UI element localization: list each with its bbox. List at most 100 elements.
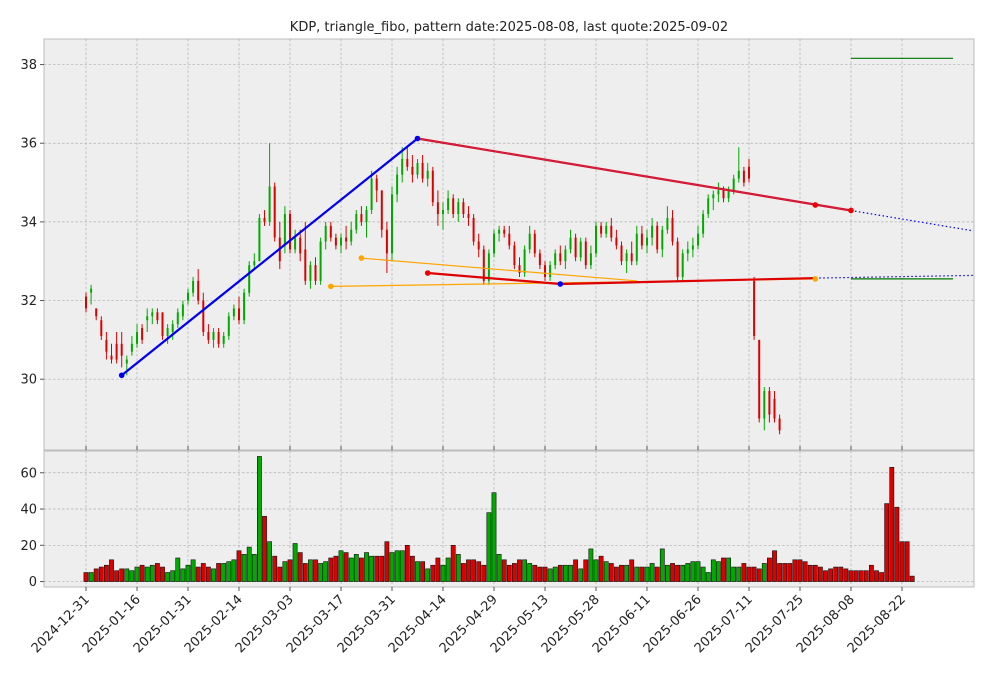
candle-body (324, 225, 327, 242)
volume-bar (879, 572, 884, 582)
volume-bar (287, 559, 293, 582)
pivot-marker (328, 283, 334, 290)
volume-bar (807, 564, 813, 582)
candle-body (360, 214, 363, 222)
candle-body (717, 190, 720, 195)
volume-bar (874, 570, 879, 582)
volume-bar (185, 564, 191, 582)
candle-body (574, 237, 577, 258)
volume-bar (460, 563, 466, 582)
volume-bar (491, 492, 497, 582)
volume-bar (761, 563, 767, 582)
candle-body (447, 198, 450, 211)
candle-body (161, 312, 164, 336)
candle-body (768, 391, 771, 415)
candle-body (569, 237, 572, 250)
volume-bar (511, 563, 517, 582)
volume-bar (532, 564, 538, 582)
volume-bar (797, 559, 803, 582)
candle-body (778, 418, 781, 431)
volume-bar (195, 566, 201, 582)
candle-body (646, 237, 648, 246)
pivot-marker (118, 372, 125, 379)
candle-body (340, 237, 342, 246)
volume-bar (833, 566, 839, 582)
volume-bar (884, 503, 890, 582)
volume-bar (578, 568, 584, 582)
volume-bar (236, 550, 242, 582)
candle-body (345, 237, 348, 242)
volume-bars (83, 456, 915, 582)
volume-bar (848, 570, 854, 582)
candle-body (243, 292, 246, 321)
candle-body (472, 217, 475, 242)
volume-bar (440, 564, 446, 582)
volume-panel-background (43, 450, 975, 588)
volume-bar (394, 550, 400, 582)
candle-body (115, 343, 118, 360)
pivot-points (118, 135, 854, 379)
volume-bar (792, 559, 798, 582)
candle-body (477, 241, 480, 250)
price-tick-label: 30 (20, 373, 37, 388)
volume-bar (863, 570, 869, 582)
volume-bar (318, 563, 323, 582)
candle-body (299, 237, 302, 254)
volume-bar (348, 557, 354, 582)
volume-bar (802, 561, 808, 582)
candle-body (518, 265, 521, 274)
candle-body (595, 225, 597, 254)
candle-body (141, 328, 144, 340)
candle-body (263, 217, 266, 222)
candle-body (85, 296, 87, 309)
volume-bar (889, 467, 895, 582)
candle-body (217, 332, 220, 344)
price-y-axis: 30 32 34 36 38 (20, 58, 44, 388)
candle-body (421, 162, 424, 179)
candle-body (227, 316, 230, 336)
candle-body (100, 320, 103, 336)
volume-bar (149, 564, 155, 582)
candle-body (452, 198, 455, 215)
volume-bar (277, 566, 283, 582)
volume-bar (104, 564, 109, 582)
candle-body (176, 312, 179, 325)
volume-bar (573, 559, 578, 582)
candle-body (625, 253, 628, 262)
candle-body (630, 253, 633, 262)
volume-bar (389, 552, 395, 582)
candle-body (640, 233, 643, 246)
candle-body (319, 241, 322, 281)
volume-bar (756, 568, 762, 582)
pivot-marker (848, 207, 854, 214)
candle-body (605, 225, 608, 234)
price-tick-label: 36 (20, 137, 37, 152)
candlestick-series (85, 143, 781, 435)
candle-body (436, 202, 439, 215)
candle-body (283, 214, 286, 246)
volume-bar (644, 566, 650, 582)
candle-body (702, 214, 705, 234)
volume-bar (404, 544, 410, 582)
candle-body (192, 280, 195, 293)
volume-bar (517, 559, 522, 582)
volume-bar (420, 561, 425, 582)
candle-body (467, 214, 470, 218)
pivot-marker (557, 281, 564, 287)
volume-bar (226, 561, 232, 582)
candle-body (406, 158, 409, 167)
candle-body (758, 339, 761, 419)
volume-bar (160, 566, 165, 582)
candle-body (90, 288, 93, 293)
candle-body (493, 233, 495, 254)
volume-bar (904, 541, 910, 582)
candle-body (95, 308, 98, 317)
volume-bar (899, 541, 905, 582)
volume-bar (522, 559, 527, 582)
volume-bar (256, 456, 262, 582)
volume-bar (93, 568, 99, 582)
candle-body (651, 225, 654, 238)
candle-body (105, 339, 108, 352)
candle-body (773, 398, 776, 419)
candle-body (503, 229, 506, 234)
